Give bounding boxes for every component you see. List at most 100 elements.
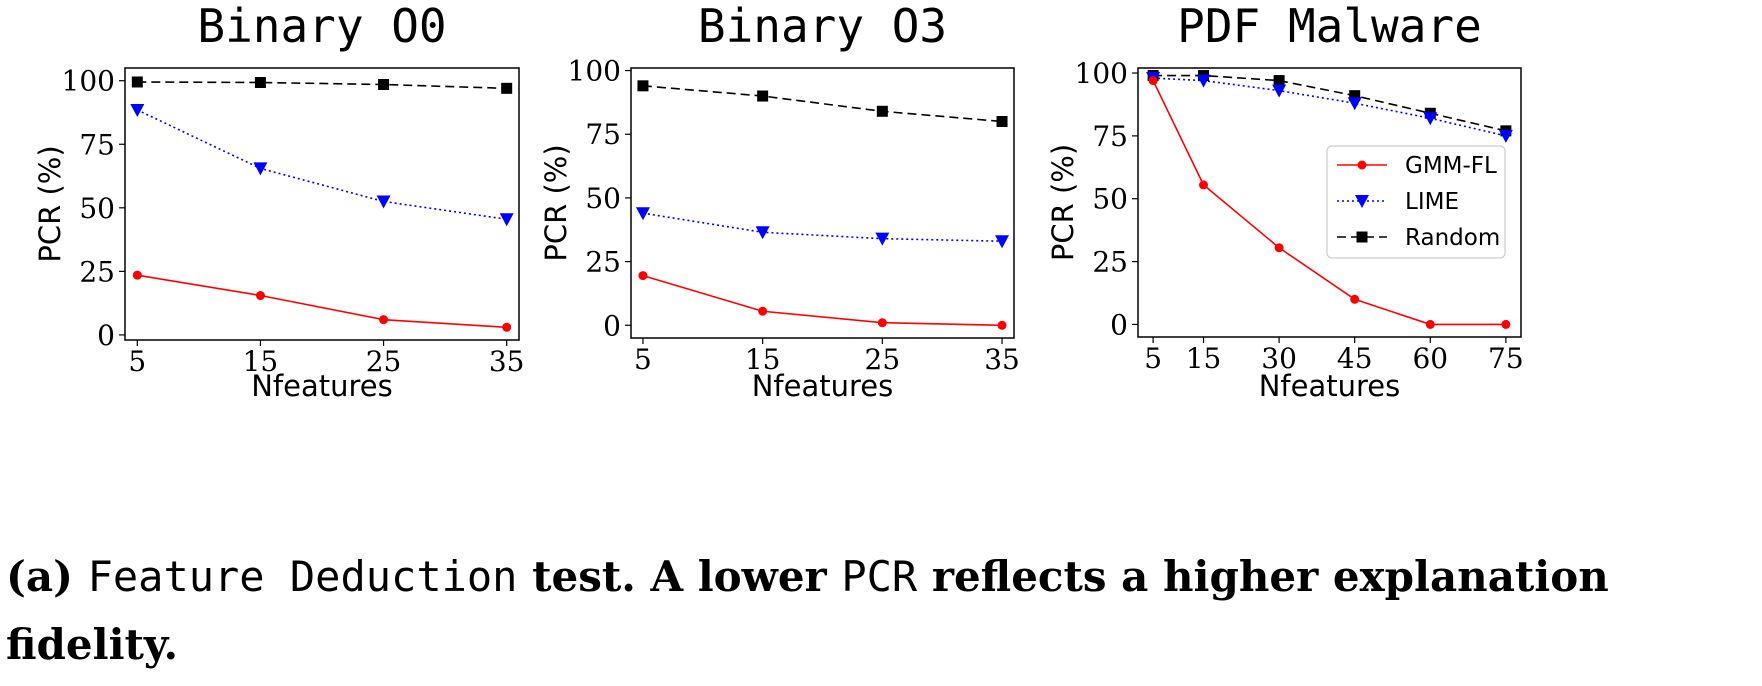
x-tick-label: 5 (1144, 342, 1162, 375)
data-point-lime (875, 232, 890, 246)
y-tick-label: 25 (585, 246, 621, 279)
y-tick-label: 50 (79, 192, 115, 225)
x-tick-label: 75 (1488, 342, 1524, 375)
legend-marker-lime (1355, 195, 1369, 208)
data-point-lime (1498, 129, 1513, 143)
data-point-lime (376, 195, 391, 209)
caption-text-2: reflects a higher explanation fidelity. (6, 552, 1609, 669)
y-tick-label: 100 (1075, 57, 1128, 90)
caption-term-feature-deduction: Feature Deduction (87, 552, 518, 601)
data-point-lime (1272, 84, 1287, 98)
data-point-lime (130, 103, 145, 117)
data-point-gmm-fl (379, 315, 389, 325)
series-gmm-fl (132, 270, 512, 332)
y-tick-label: 50 (585, 182, 621, 215)
legend-entry-gmm-fl: GMM-FL (1405, 153, 1497, 179)
series-line-gmm-fl (642, 274, 1003, 327)
x-tick-label: 35 (984, 343, 1020, 376)
legend-box (1326, 145, 1506, 259)
chart-panel-1: Binary O0 0 25 50 75 100 5 15 25 35 Nfeatures PCR (… (33, 0, 525, 403)
x-tick-label: 5 (634, 343, 652, 376)
series-lime (130, 103, 514, 227)
legend-marker-random (1356, 231, 1368, 243)
x-tick-label: 15 (243, 345, 279, 378)
data-point-gmm-fl (1501, 319, 1511, 329)
x-tick-label: 15 (1186, 342, 1222, 375)
x-axis-label: Nfeatures (251, 369, 393, 403)
data-point-gmm-fl (1274, 243, 1284, 253)
y-tick-label: 50 (1092, 183, 1128, 216)
chart-title: Binary O0 (197, 0, 446, 53)
data-point-lime (1347, 97, 1362, 111)
x-axis-label: Nfeatures (752, 369, 894, 403)
legend-marker-gmm-fl (1357, 160, 1367, 170)
series-gmm-fl (638, 271, 1007, 330)
series-random (637, 80, 1008, 127)
data-point-gmm-fl (255, 291, 265, 301)
series-line-lime (642, 212, 1003, 243)
series-line-lime (1153, 77, 1507, 137)
data-point-random (131, 76, 143, 88)
y-axis-label: PCR (%) (1046, 144, 1080, 261)
y-axis-label: PCR (%) (33, 145, 67, 262)
data-point-lime (253, 162, 268, 176)
data-point-gmm-fl (1199, 180, 1209, 190)
series-line-lime (136, 109, 507, 221)
series-lime (635, 207, 1010, 249)
series-line-random (1153, 74, 1507, 132)
y-tick-label: 0 (97, 319, 115, 352)
data-point-gmm-fl (638, 271, 648, 281)
chart-title: PDF Malware (1177, 0, 1482, 53)
plot-frame (630, 67, 1015, 339)
series-random (131, 76, 513, 94)
series-gmm-fl (1148, 76, 1511, 329)
chart-panel-3: PDF Malware 0 25 50 75 100 5 15 30 45 60 75 Nfeature… (1046, 0, 1524, 403)
y-tick-label: 0 (603, 309, 621, 342)
data-point-gmm-fl (1148, 76, 1158, 86)
data-point-lime (499, 213, 514, 227)
data-point-lime (755, 226, 770, 240)
x-tick-label: 30 (1261, 342, 1297, 375)
x-tick-label: 35 (489, 345, 525, 378)
x-tick-label: 5 (128, 345, 146, 378)
chart-title: Binary O3 (698, 0, 947, 53)
x-tick-label: 15 (745, 343, 781, 376)
x-tick-label: 25 (865, 343, 901, 376)
y-tick-label: 25 (79, 255, 115, 288)
data-point-random (876, 105, 888, 117)
data-point-gmm-fl (502, 322, 512, 332)
caption-text-1: test. A lower (532, 552, 827, 601)
y-tick-label: 100 (62, 65, 115, 98)
legend: GMM-FL LIME Random (1326, 145, 1506, 259)
series-line-gmm-fl (1152, 80, 1506, 326)
data-point-random (757, 90, 769, 102)
data-point-gmm-fl (758, 306, 768, 316)
caption-term-pcr: PCR (841, 552, 918, 601)
data-point-lime (1423, 112, 1438, 126)
data-point-random (1349, 90, 1361, 102)
caption-label: (a) (6, 552, 73, 601)
series-line-random (642, 85, 1003, 123)
data-point-lime (1196, 74, 1211, 88)
data-point-random (637, 80, 649, 92)
plot-frame (124, 67, 520, 341)
data-point-gmm-fl (132, 270, 142, 280)
data-point-gmm-fl (1425, 319, 1435, 329)
series-lime (1146, 72, 1513, 143)
data-point-random (996, 115, 1008, 127)
plot-frame (1137, 67, 1522, 338)
y-axis-label: PCR (%) (539, 144, 573, 261)
data-point-random (254, 76, 266, 88)
data-point-gmm-fl (997, 320, 1007, 330)
y-tick-label: 25 (1092, 246, 1128, 279)
y-tick-label: 75 (585, 118, 621, 151)
data-point-lime (635, 207, 650, 221)
series-line-random (137, 81, 507, 90)
data-point-gmm-fl (877, 318, 887, 328)
data-point-random (501, 82, 513, 94)
legend-entry-lime: LIME (1405, 189, 1459, 215)
data-point-random (1273, 75, 1285, 87)
chart-panel-2: Binary O3 0 25 50 75 100 5 15 25 35 Nfeatures PCR (… (539, 0, 1020, 403)
y-tick-label: 75 (79, 128, 115, 161)
